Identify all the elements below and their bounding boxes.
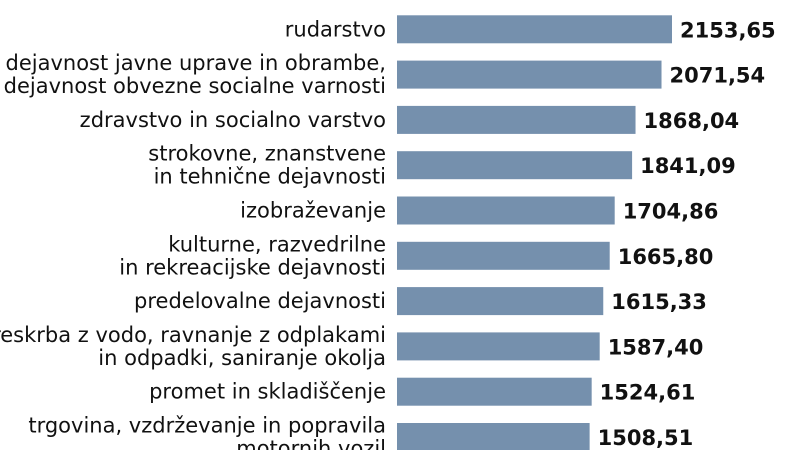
data-label: 1665,80 [618,245,714,269]
bar [397,423,590,450]
category-label: rudarstvo [285,17,386,41]
category-label: izobraževanje [240,199,386,223]
bar [397,105,636,134]
category-label: dejavnost obvezne socialne varnosti [4,74,386,98]
category-label: in odpadki, saniranje okolja [98,346,386,370]
category-label: in tehnične dejavnosti [154,165,386,189]
category-label: trgovina, vzdrževanje in popravila [28,414,386,438]
data-label: 1615,33 [611,290,707,314]
category-label: promet in skladiščenje [149,380,386,404]
data-label: 1524,61 [600,381,696,405]
category-label: strokovne, znanstvene [148,142,386,166]
category-label: zdravstvo in socialno varstvo [80,108,386,132]
category-label: in rekreacijske dejavnosti [119,255,386,279]
bar [397,196,615,225]
category-label: dejavnost javne uprave in obrambe, [6,51,386,75]
bar [397,287,604,316]
bar [397,332,600,361]
data-label: 2071,54 [670,64,766,88]
category-label: predelovalne dejavnosti [134,289,386,313]
bar [397,60,662,89]
category-label: preskrba z vodo, ravnanje z odplakami [0,323,386,347]
bar [397,15,672,44]
bar [397,151,633,180]
data-label: 1508,51 [598,426,694,450]
data-label: 1587,40 [608,335,704,359]
data-label: 1868,04 [644,109,740,133]
bar [397,377,592,406]
category-label: motornih vozil [236,437,386,450]
data-label: 1841,09 [640,154,736,178]
bar [397,241,610,270]
data-label: 2153,65 [680,18,776,42]
data-label: 1704,86 [623,200,719,224]
category-label: kulturne, razvedrilne [168,232,386,256]
